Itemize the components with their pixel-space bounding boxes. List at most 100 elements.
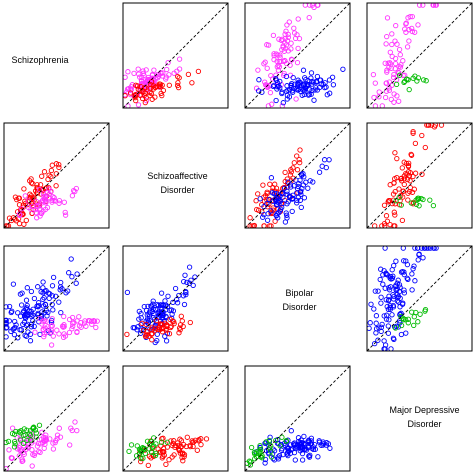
data-point [384,33,390,40]
data-point [405,15,411,21]
data-point [410,266,416,272]
data-point [281,184,287,191]
data-point [329,74,336,80]
diagonal-reference-line [3,122,110,229]
data-point [18,302,25,308]
data-point [396,70,402,76]
data-point [401,79,407,86]
data-point [372,340,378,347]
panel-r1-c4 [366,2,473,109]
points [126,434,210,469]
data-point [382,285,388,291]
data-point [37,213,43,219]
data-point [309,87,315,94]
data-point [264,197,270,203]
data-point [155,446,161,452]
data-point [383,213,390,219]
data-point [371,306,377,312]
data-point [301,81,307,88]
data-point [314,73,321,80]
data-point [401,258,407,264]
data-point [415,196,421,203]
data-point [405,197,411,203]
data-point [266,223,273,228]
data-point [27,432,34,438]
data-point [326,157,332,163]
data-point [24,437,30,444]
data-point [27,191,33,197]
data-point [284,215,290,221]
data-point [37,449,43,456]
data-point [86,317,92,324]
data-point [271,457,278,463]
data-point [288,184,294,190]
panel-r4-c1 [3,365,110,472]
data-point [149,308,156,315]
data-point [382,223,388,228]
data-point [134,83,141,89]
data-point [385,323,391,329]
data-point [13,322,19,328]
data-point [283,88,290,94]
data-point [81,320,88,326]
data-point [279,103,285,108]
diagonal-reference-line [122,2,229,109]
data-point [250,223,257,228]
data-point [142,99,148,106]
data-point [139,320,145,327]
data-point [19,290,25,296]
data-point [169,442,175,449]
data-point [268,448,274,454]
diagonal-label-line: Schizophrenia [11,55,69,65]
data-point [93,324,99,331]
data-point [398,202,404,208]
data-point [36,186,43,193]
data-point [17,437,24,443]
data-point [136,316,142,322]
data-point [67,442,73,448]
data-point [297,147,303,153]
data-point [386,79,393,85]
data-point [378,300,384,306]
data-point [273,212,279,219]
data-point [257,442,263,449]
data-point [280,194,286,200]
data-point [47,291,53,297]
data-point [406,38,412,44]
panel-frame [3,365,110,472]
data-point [417,311,423,317]
data-point [152,452,159,459]
data-point [160,70,166,76]
points [4,161,79,228]
diagonal-label-line: Disorder [407,419,442,429]
data-point [57,284,64,290]
data-point [277,443,283,449]
data-point [259,455,265,461]
data-point [291,160,297,166]
data-point [176,447,182,453]
data-point [23,306,29,312]
data-point [189,80,195,86]
data-point [39,173,45,179]
data-point [373,313,380,319]
data-point [259,89,265,95]
data-point [387,49,393,55]
data-point [381,346,387,351]
data-point [136,71,142,77]
panel-frame [244,2,351,109]
data-point [308,70,315,76]
data-point [72,188,78,195]
data-point [403,21,409,27]
data-point [396,72,403,78]
data-point [134,327,140,333]
data-point [382,246,388,251]
data-point [304,82,310,88]
data-point [295,194,302,201]
data-point [396,46,403,53]
panel-frame [122,2,229,109]
data-point [187,319,193,326]
data-point [69,314,76,321]
data-point [422,306,429,313]
data-point [323,84,329,90]
data-point [156,324,162,331]
